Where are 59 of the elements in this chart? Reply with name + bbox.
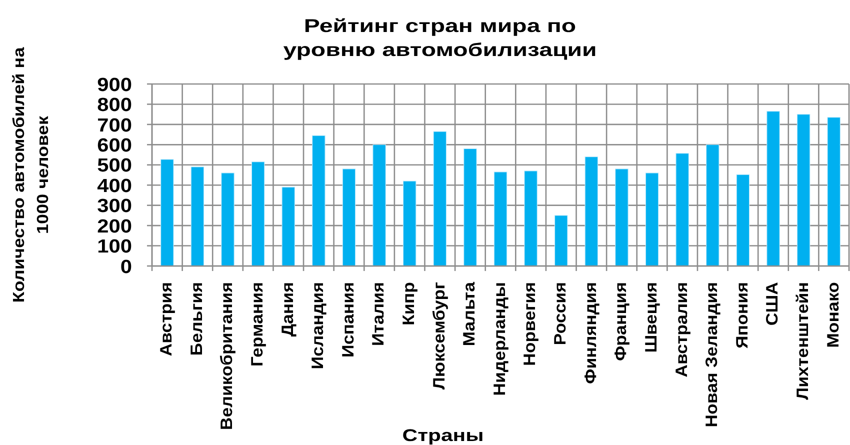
bar	[251, 162, 265, 266]
x-tick-label: Дания	[277, 282, 297, 337]
x-tick-label: Монако	[822, 282, 842, 348]
y-tick-label: 400	[97, 176, 132, 197]
y-tick-label: 600	[97, 135, 132, 156]
x-tick-label: Кипр	[398, 282, 418, 326]
y-tick-label: 200	[97, 216, 132, 238]
y-tick-label: 100	[97, 236, 132, 258]
bar	[584, 156, 598, 266]
x-tick-label: Люксембург	[428, 282, 448, 390]
y-tick-label: 700	[97, 115, 132, 136]
bar	[464, 148, 477, 266]
x-tick-label: Бельгия	[186, 282, 206, 356]
x-tick-label: Лихтенштейн	[792, 282, 812, 400]
x-tick-label: Австрия	[156, 282, 176, 356]
y-tick-label: 0	[120, 256, 132, 278]
x-tick-label: Франция	[610, 282, 630, 362]
bar	[221, 172, 234, 266]
bar	[645, 172, 659, 266]
x-tick-label: Россия	[550, 282, 570, 346]
bar	[402, 180, 416, 266]
bar	[433, 131, 447, 266]
x-tick-label: Германия	[247, 282, 266, 367]
y-axis-title: Количество автомобилей на 1000 человек	[10, 46, 52, 303]
bar	[736, 174, 750, 266]
bar	[676, 153, 689, 266]
bar	[827, 117, 841, 266]
bar	[706, 144, 720, 266]
x-tick-label: Испания	[338, 282, 358, 358]
bar	[494, 172, 508, 266]
x-tick-label: Италия	[368, 282, 388, 346]
y-tick-label: 900	[97, 74, 132, 96]
x-tick-label: Нидерланды	[490, 282, 509, 396]
bar	[342, 168, 356, 266]
bar	[524, 170, 538, 266]
y-tick-label: 300	[97, 196, 132, 217]
y-tick-label: 800	[97, 94, 132, 116]
bar	[160, 159, 174, 266]
chart-title: Рейтинг стран мира по уровню автомобилизации	[283, 16, 597, 60]
x-tick-label: Швеция	[641, 282, 660, 353]
y-tick-label: 500	[97, 156, 132, 176]
x-tick-label: Япония	[732, 282, 752, 349]
x-axis-title: Страны	[402, 426, 484, 445]
bar	[796, 114, 810, 266]
x-tick-label: Финляндия	[580, 282, 600, 384]
bar	[312, 135, 326, 266]
x-tick-label: Мальта	[459, 282, 478, 346]
x-tick-label: Исландия	[308, 282, 327, 370]
x-tick-label: США	[762, 282, 782, 326]
x-tick-label: Великобритания	[216, 282, 236, 430]
bar	[372, 144, 386, 266]
x-tick-label: Австралия	[671, 282, 691, 378]
bar	[190, 166, 204, 266]
x-tick-label: Норвегия	[520, 282, 540, 366]
bar	[554, 215, 568, 266]
bar	[766, 111, 780, 266]
bar	[615, 168, 628, 266]
bar	[282, 186, 296, 266]
x-tick-label: Новая Зеландия	[702, 282, 721, 428]
